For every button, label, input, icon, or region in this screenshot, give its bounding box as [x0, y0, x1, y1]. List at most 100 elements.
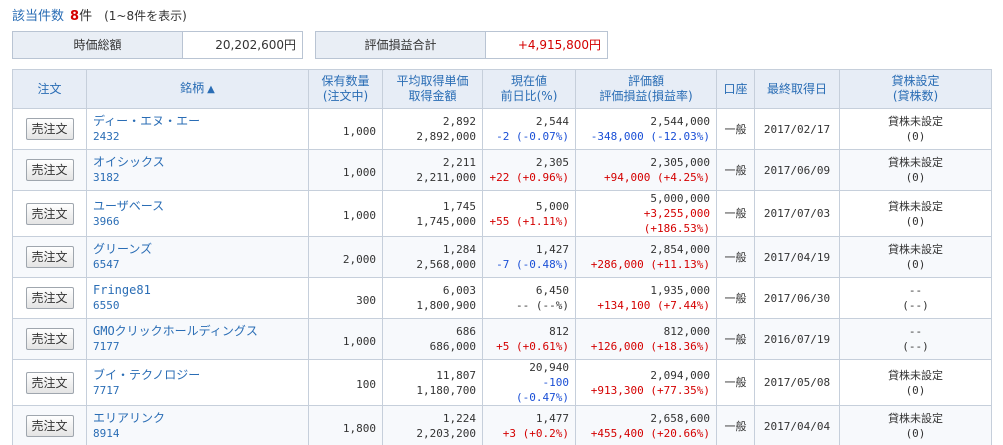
sell-order-button[interactable]: 売注文 — [25, 159, 74, 181]
price-cell: 812 +5 (+0.61%) — [482, 318, 576, 360]
pl-summary: 評価損益合計 +4,915,800円 — [315, 31, 608, 59]
stock-name-link[interactable]: グリーンズ — [93, 242, 153, 256]
avg-cost-cell: 2,211 2,211,000 — [382, 149, 483, 191]
account-cell: 一般 — [716, 108, 755, 150]
valuation-cell: 2,544,000 -348,000 (-12.03%) — [575, 108, 717, 150]
date-cell: 2017/04/04 — [754, 405, 840, 445]
valuation-amount: 2,658,600 — [650, 412, 710, 425]
col-avg-label[interactable]: 平均取得単価 — [396, 74, 469, 88]
col-qty-label[interactable]: 保有数量 — [321, 74, 370, 88]
stock-name-link[interactable]: エリアリンク — [93, 411, 166, 425]
last-acquired-date: 2017/04/19 — [763, 250, 831, 264]
col-price[interactable]: 現在値 前日比(%) — [482, 69, 576, 109]
order-cell: 売注文 — [12, 405, 87, 445]
valuation-cell: 812,000 +126,000 (+18.36%) — [575, 318, 717, 360]
pl-total: +4,915,800円 — [486, 32, 607, 58]
sell-order-button[interactable]: 売注文 — [25, 246, 74, 268]
lending-qty: (0) — [905, 427, 926, 440]
col-price-label[interactable]: 現在値 — [510, 74, 547, 88]
lending-status: 貸株未設定 — [888, 115, 943, 128]
acquisition-cost: 2,568,000 — [416, 258, 476, 271]
stock-code-link[interactable]: 6547 — [93, 258, 120, 271]
col-account-label[interactable]: 口座 — [723, 81, 748, 96]
last-acquired-date: 2017/05/08 — [763, 376, 831, 389]
qty-cell: 2,000 — [308, 236, 383, 278]
col-name-label[interactable]: 銘柄 — [180, 81, 205, 95]
last-acquired-date: 2017/04/04 — [763, 419, 831, 433]
valuation-amount: 2,094,000 — [650, 368, 710, 382]
account-type: 一般 — [724, 163, 747, 177]
last-acquired-date: 2017/07/03 — [763, 207, 831, 220]
col-name[interactable]: 銘柄 ▲ — [86, 69, 309, 109]
date-cell: 2017/04/19 — [754, 236, 840, 278]
acquisition-cost: 1,180,700 — [416, 383, 476, 397]
col-date[interactable]: 最終取得日 — [754, 69, 840, 109]
day-change: -7 (-0.48%) — [496, 258, 569, 271]
date-cell: 2017/06/09 — [754, 149, 840, 191]
col-value[interactable]: 評価額 評価損益(損益率) — [575, 69, 717, 109]
col-value-sublabel[interactable]: 評価損益(損益率) — [599, 89, 693, 103]
sell-order-button[interactable]: 売注文 — [25, 118, 74, 140]
qty-cell: 300 — [308, 277, 383, 319]
stock-name-link[interactable]: オイシックス — [93, 155, 165, 169]
lending-qty: (--) — [902, 299, 929, 312]
stock-name-link[interactable]: ディー・エヌ・エー — [93, 114, 201, 128]
col-avg-sublabel[interactable]: 取得金額 — [408, 89, 457, 103]
col-qty[interactable]: 保有数量 (注文中) — [308, 69, 383, 109]
current-price: 1,477 — [535, 412, 569, 425]
sell-order-button[interactable]: 売注文 — [25, 415, 74, 437]
valuation-amount: 2,854,000 — [650, 243, 710, 256]
stock-name-link[interactable]: GMOクリックホールディングス — [93, 324, 258, 338]
sell-order-button[interactable]: 売注文 — [25, 371, 74, 394]
acquisition-cost: 2,211,000 — [416, 171, 476, 184]
price-cell: 1,427 -7 (-0.48%) — [482, 236, 576, 278]
avg-price: 1,745 — [442, 199, 476, 213]
stock-code-link[interactable]: 6550 — [93, 299, 120, 312]
col-price-sublabel[interactable]: 前日比(%) — [500, 89, 558, 103]
order-cell: 売注文 — [12, 359, 87, 406]
result-count-value: 8 — [70, 9, 80, 24]
col-account[interactable]: 口座 — [716, 69, 755, 109]
col-date-label[interactable]: 最終取得日 — [766, 81, 827, 96]
lending-status: 貸株未設定 — [888, 412, 943, 425]
stock-code-link[interactable]: 8914 — [93, 427, 120, 440]
lending-qty: (0) — [905, 258, 926, 271]
table-row: 売注文 オイシックス 3182 1,000 2,211 2,211,000 2,305 +22… — [12, 149, 992, 191]
table-row: 売注文 ブイ・テクノロジー 7717 100 11,807 1,180,700 20,940… — [12, 359, 992, 406]
lending-cell: 貸株未設定 (0) — [839, 190, 992, 237]
stock-code-link[interactable]: 7177 — [93, 340, 120, 353]
stock-code-link[interactable]: 3966 — [93, 214, 120, 228]
stock-cell: オイシックス 3182 — [86, 149, 309, 191]
stock-name-link[interactable]: ユーザベース — [93, 198, 165, 213]
sort-asc-icon[interactable]: ▲ — [207, 84, 215, 95]
day-change: -2 (-0.07%) — [496, 130, 569, 143]
lending-cell: -- (--) — [839, 318, 992, 360]
lending-cell: 貸株未設定 (0) — [839, 359, 992, 406]
avg-cost-cell: 6,003 1,800,900 — [382, 277, 483, 319]
stock-code-link[interactable]: 7717 — [93, 383, 120, 397]
stock-name-link[interactable]: Fringe81 — [93, 283, 151, 297]
date-cell: 2017/05/08 — [754, 359, 840, 406]
stock-cell: Fringe81 6550 — [86, 277, 309, 319]
stock-name-link[interactable]: ブイ・テクノロジー — [93, 367, 201, 382]
stock-code-link[interactable]: 2432 — [93, 130, 120, 143]
col-qty-sublabel[interactable]: (注文中) — [322, 89, 369, 103]
avg-cost-cell: 11,807 1,180,700 — [382, 359, 483, 406]
price-cell: 6,450 -- (--%) — [482, 277, 576, 319]
unrealized-pl: +286,000 (+11.13%) — [590, 258, 710, 271]
holding-qty: 300 — [356, 293, 376, 307]
date-cell: 2016/07/19 — [754, 318, 840, 360]
stock-code-link[interactable]: 3182 — [93, 171, 120, 184]
market-value-label: 時価総額 — [13, 32, 183, 58]
sell-order-button[interactable]: 売注文 — [25, 287, 74, 309]
acquisition-cost: 2,203,200 — [416, 427, 476, 440]
lending-qty: (0) — [905, 214, 926, 228]
order-cell: 売注文 — [12, 149, 87, 191]
current-price: 812 — [549, 325, 569, 338]
sell-order-button[interactable]: 売注文 — [25, 202, 74, 225]
sell-order-button[interactable]: 売注文 — [25, 328, 74, 350]
avg-cost-cell: 1,284 2,568,000 — [382, 236, 483, 278]
col-value-label[interactable]: 評価額 — [627, 74, 664, 88]
col-avg[interactable]: 平均取得単価 取得金額 — [382, 69, 483, 109]
pl-total-label: 評価損益合計 — [316, 32, 486, 58]
